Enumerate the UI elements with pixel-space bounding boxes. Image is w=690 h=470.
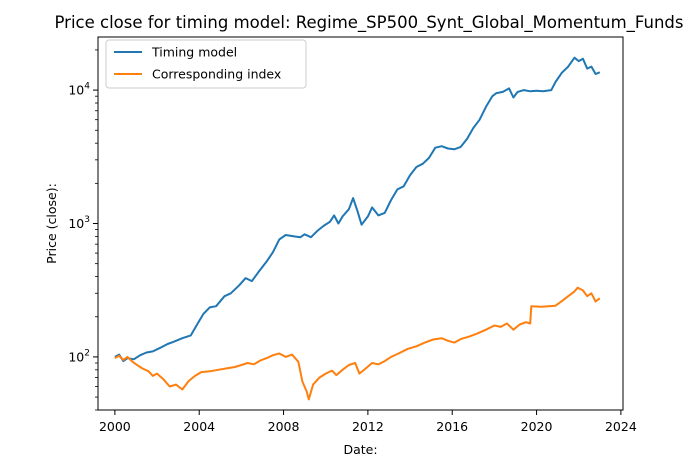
y-tick-label: 102: [68, 348, 90, 364]
series-line-timing-model: [114, 56, 601, 363]
x-tick-label: 2008: [268, 419, 300, 434]
y-axis-ticks: 102 103 104: [68, 49, 98, 411]
y-tick-label: 104: [68, 82, 90, 98]
x-axis-ticks: 2000 2004 2008 2012 2016 2020 2024: [99, 410, 637, 434]
x-tick-label: 2000: [99, 419, 131, 434]
x-tick-label: 2016: [436, 419, 468, 434]
legend-label-corresponding-index: Corresponding index: [152, 67, 281, 82]
x-tick-label: 2020: [521, 419, 553, 434]
legend-box: [105, 39, 307, 89]
x-tick-label: 2012: [352, 419, 384, 434]
x-tick-label: 2024: [605, 419, 637, 434]
x-axis-label: Date:: [343, 442, 377, 457]
series-line-corresponding-index: [114, 286, 601, 401]
series-group: [114, 56, 601, 401]
legend-label-timing-model: Timing model: [151, 45, 237, 60]
legend: Timing model Corresponding index: [105, 39, 307, 89]
chart-title: Price close for timing model: Regime_SP5…: [55, 13, 684, 33]
y-axis-label: Price (close):: [44, 183, 59, 264]
y-tick-label: 103: [68, 215, 90, 231]
x-tick-label: 2004: [183, 419, 215, 434]
